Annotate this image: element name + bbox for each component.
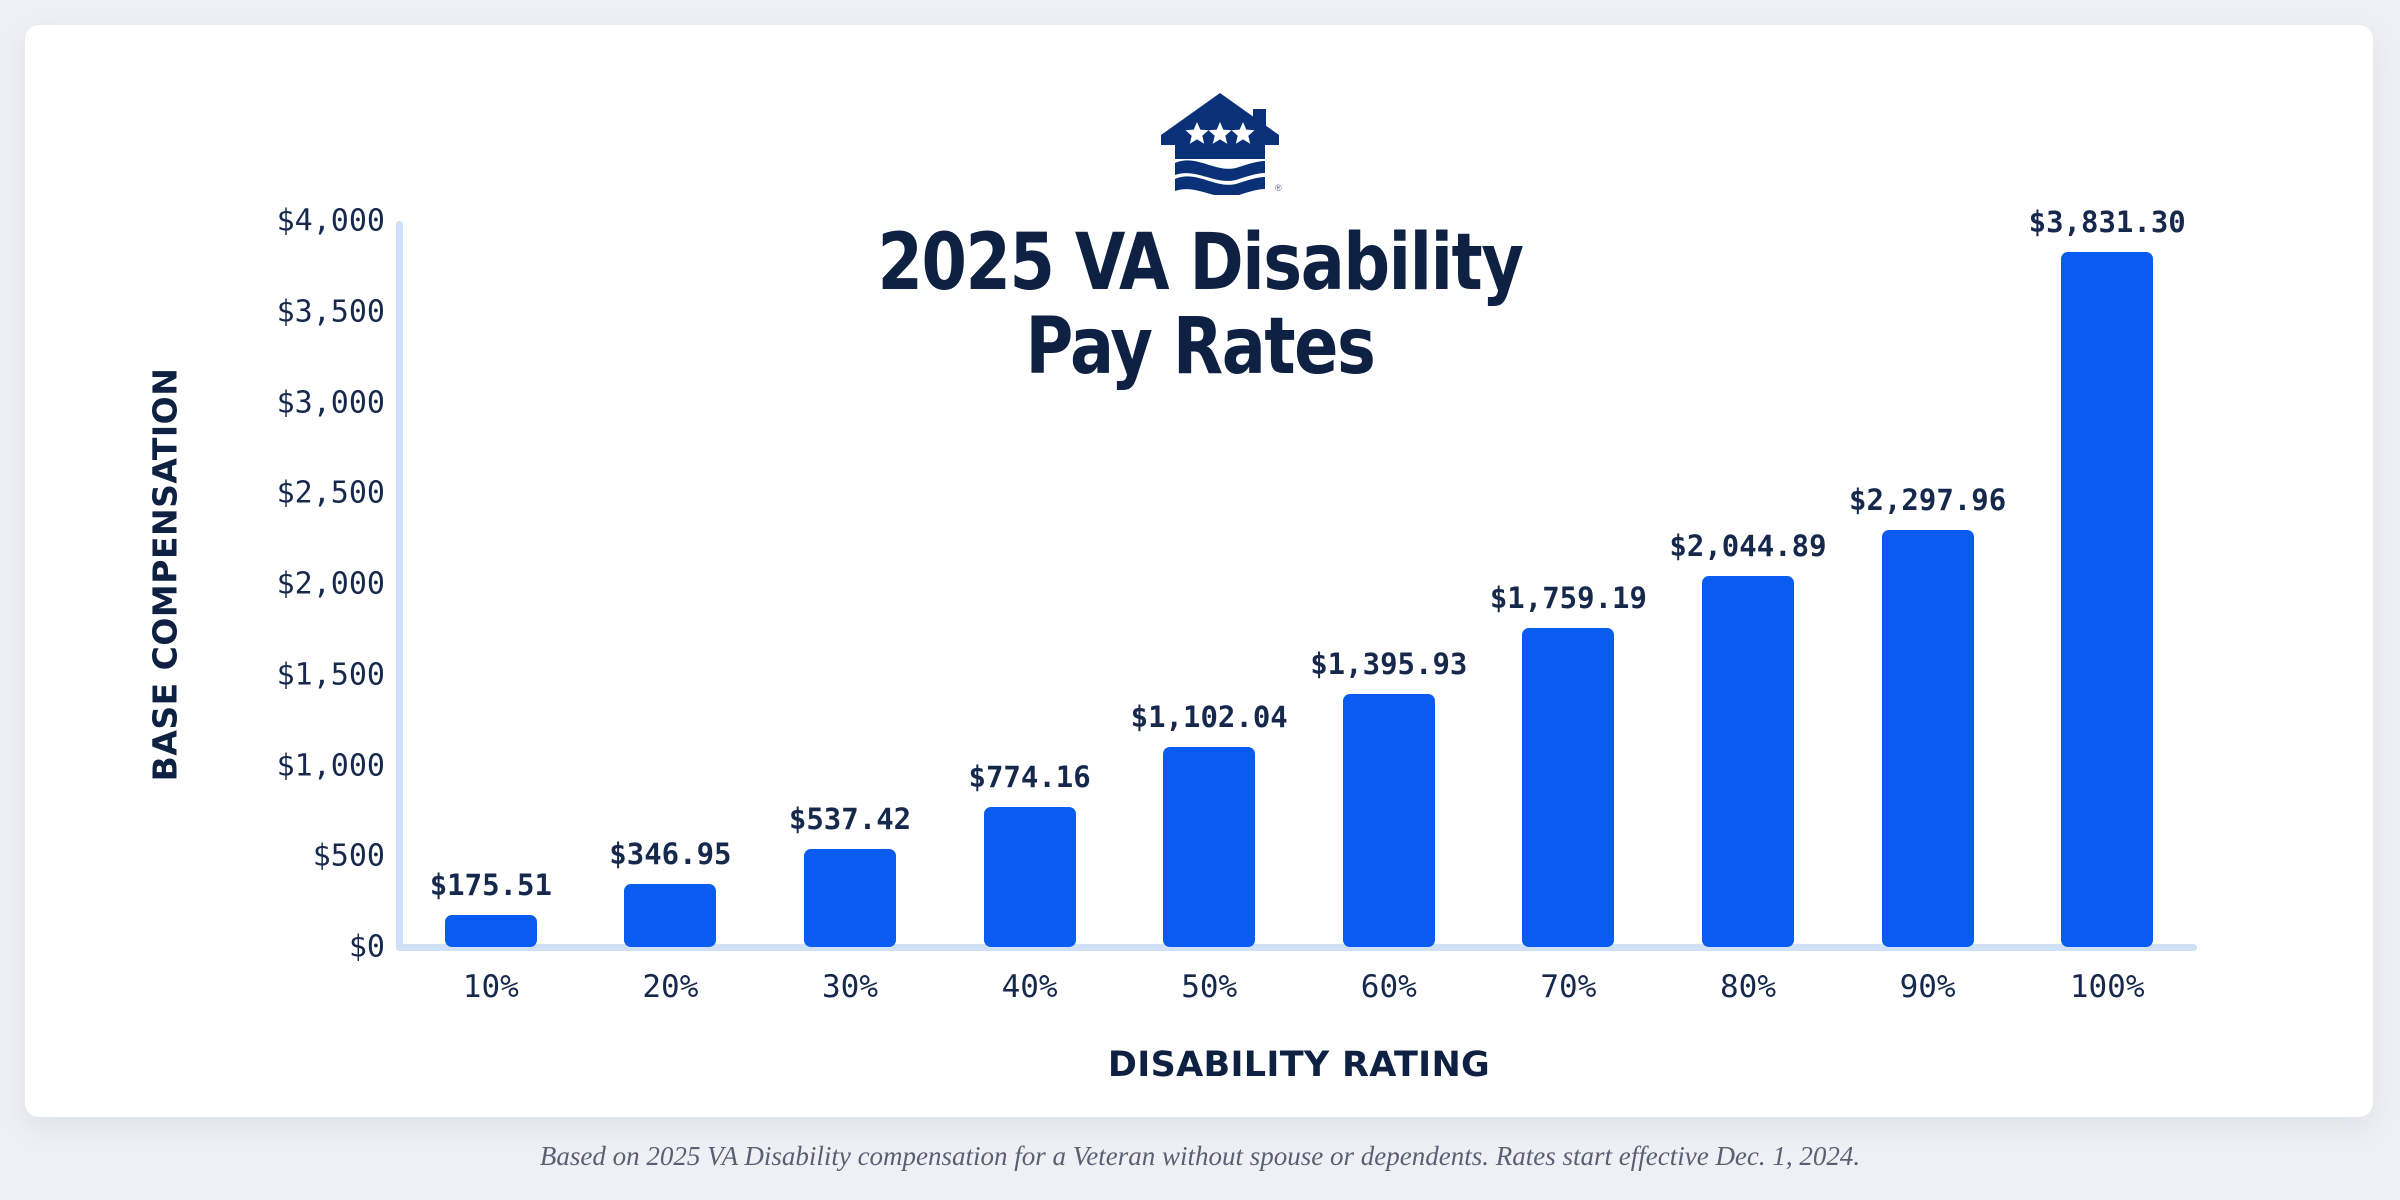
bar[interactable]: $175.51 10% <box>430 868 552 1005</box>
page-title-line-1: 2025 VA Disability <box>877 218 1524 308</box>
registered-mark: ® <box>1275 183 1282 193</box>
y-axis-tick-label: $1,500 <box>276 657 385 693</box>
page-title: 2025 VA Disability Pay Rates <box>758 218 1642 393</box>
chart-card: ® 2025 VA Disability Pay Rates $0 $500 $1,… <box>25 25 2373 1117</box>
y-axis-title: BASE COMPENSATION <box>145 367 185 782</box>
x-axis-tick-label: 40% <box>1001 969 1058 1005</box>
bar[interactable]: $346.95 20% <box>609 837 731 1005</box>
chart-caption: Based on 2025 VA Disability compensation… <box>539 1141 1861 1171</box>
y-axis-tick-label: $0 <box>348 929 385 965</box>
y-axis-tick-label: $1,000 <box>276 748 385 783</box>
va-house-flag-logo: ® <box>1155 83 1285 197</box>
bar-value-label: $1,102.04 <box>1130 699 1288 734</box>
bar-value-label: $2,297.96 <box>1849 482 2007 517</box>
bar-value-label: $2,044.89 <box>1669 528 1827 563</box>
x-axis-tick-label: 100% <box>2069 969 2145 1005</box>
y-axis-tick-label: $2,000 <box>276 566 385 602</box>
y-axis-tick-label: $2,500 <box>276 475 385 511</box>
bar-value-label: $3,831.30 <box>2028 204 2186 239</box>
y-axis-tick-labels: $0 $500 $1,000 $1,500 $2,000 $2,500 $3,000 $3,5… <box>215 25 385 1117</box>
x-axis-tick-label: 20% <box>642 969 699 1005</box>
page-title-line-2: Pay Rates <box>1025 302 1376 393</box>
x-axis-title: DISABILITY RATING <box>1107 1045 1491 1085</box>
x-axis-line <box>396 944 2197 951</box>
bar-value-label: $175.51 <box>429 868 552 903</box>
y-axis-tick-label: $3,500 <box>276 294 385 330</box>
bar[interactable]: $2,297.96 90% <box>1849 483 2006 1005</box>
bar[interactable]: $2,044.89 80% <box>1669 529 1826 1005</box>
bar[interactable]: $3,831.30 100% <box>2029 205 2186 1005</box>
y-axis-tick-label: $4,000 <box>276 203 385 239</box>
bar-value-label: $774.16 <box>968 759 1091 794</box>
bar-value-label: $346.95 <box>609 837 732 872</box>
bar[interactable]: $1,102.04 50% <box>1131 700 1288 1005</box>
bar[interactable]: $1,395.93 60% <box>1310 647 1467 1005</box>
x-axis-tick-label: 30% <box>822 969 878 1005</box>
bar[interactable]: $537.42 30% <box>789 802 911 1005</box>
x-axis-tick-label: 80% <box>1720 969 1776 1005</box>
x-axis-tick-label: 70% <box>1540 969 1597 1005</box>
y-axis-line <box>396 221 403 951</box>
bar-value-label: $537.42 <box>788 802 912 837</box>
bar[interactable]: $774.16 40% <box>968 760 1090 1006</box>
bar-value-label: $1,759.19 <box>1489 580 1647 615</box>
x-axis-tick-label: 50% <box>1181 969 1238 1005</box>
y-axis-tick-label: $500 <box>312 838 385 874</box>
bar[interactable]: $1,759.19 70% <box>1490 581 1647 1005</box>
x-axis-tick-label: 60% <box>1360 969 1417 1005</box>
x-axis-tick-label: 90% <box>1899 969 1956 1005</box>
plot-area: $175.51 10% $346.95 20% $537.42 30% $774.16 40%… <box>401 205 2197 1006</box>
bar-value-label: $1,395.93 <box>1310 646 1468 681</box>
x-axis-tick-label: 10% <box>462 969 519 1005</box>
y-axis-tick-label: $3,000 <box>276 385 385 420</box>
